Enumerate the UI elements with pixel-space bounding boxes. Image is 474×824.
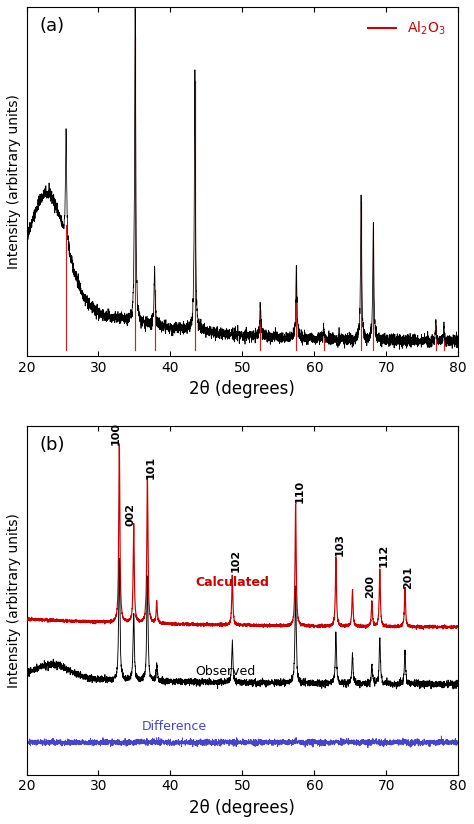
Y-axis label: Intensity (arbitrary units): Intensity (arbitrary units) bbox=[7, 513, 21, 688]
Text: Observed: Observed bbox=[196, 665, 256, 678]
Text: 100: 100 bbox=[111, 423, 121, 446]
Text: 110: 110 bbox=[294, 480, 304, 503]
Text: 112: 112 bbox=[378, 544, 388, 567]
X-axis label: 2θ (degrees): 2θ (degrees) bbox=[190, 380, 295, 398]
Text: 103: 103 bbox=[335, 533, 345, 556]
X-axis label: 2θ (degrees): 2θ (degrees) bbox=[190, 799, 295, 817]
Y-axis label: Intensity (arbitrary units): Intensity (arbitrary units) bbox=[7, 94, 21, 269]
Text: 002: 002 bbox=[126, 503, 136, 526]
Text: 200: 200 bbox=[365, 574, 375, 597]
Text: (a): (a) bbox=[39, 17, 64, 35]
Text: 201: 201 bbox=[403, 565, 414, 588]
Text: 102: 102 bbox=[231, 550, 241, 573]
Text: 101: 101 bbox=[146, 456, 156, 480]
Text: Difference: Difference bbox=[142, 720, 207, 733]
Text: Calculated: Calculated bbox=[196, 576, 270, 588]
Legend: Al$_2$O$_3$: Al$_2$O$_3$ bbox=[363, 14, 451, 42]
Text: (b): (b) bbox=[39, 436, 65, 454]
